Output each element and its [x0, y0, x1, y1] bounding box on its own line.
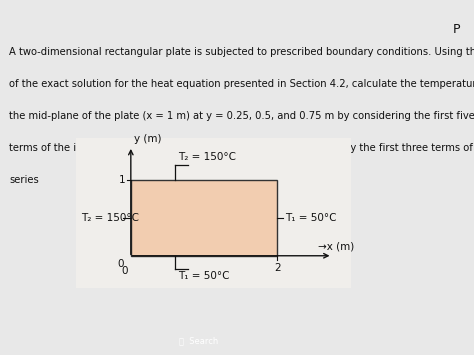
Text: T₁ = 50°C: T₁ = 50°C	[179, 271, 230, 281]
Text: T₂ = 150°C: T₂ = 150°C	[81, 213, 139, 223]
Text: 2: 2	[274, 263, 281, 273]
Text: y (m): y (m)	[135, 134, 162, 144]
Text: 0: 0	[121, 266, 128, 276]
Text: terms of the infinite series. Assess the error resulting from using only the fir: terms of the infinite series. Assess the…	[9, 143, 474, 153]
Text: 1: 1	[118, 175, 125, 185]
Text: 0: 0	[118, 259, 124, 269]
Text: series: series	[9, 175, 39, 185]
Text: A two-dimensional rectangular plate is subjected to prescribed boundary conditio: A two-dimensional rectangular plate is s…	[9, 48, 474, 58]
Bar	[131, 180, 277, 256]
Text: of the exact solution for the heat equation presented in Section 4.2, calculate : of the exact solution for the heat equat…	[9, 79, 474, 89]
Text: T₂ = 150°C: T₂ = 150°C	[179, 152, 237, 162]
Text: T₁ = 50°C: T₁ = 50°C	[285, 213, 336, 223]
Text: ⌕  Search: ⌕ Search	[180, 336, 219, 345]
Text: P: P	[452, 22, 460, 36]
Text: →x (m): →x (m)	[318, 241, 354, 251]
Text: the mid-plane of the plate (x = 1 m) at y = 0.25, 0.5, and 0.75 m by considering: the mid-plane of the plate (x = 1 m) at …	[9, 111, 474, 121]
